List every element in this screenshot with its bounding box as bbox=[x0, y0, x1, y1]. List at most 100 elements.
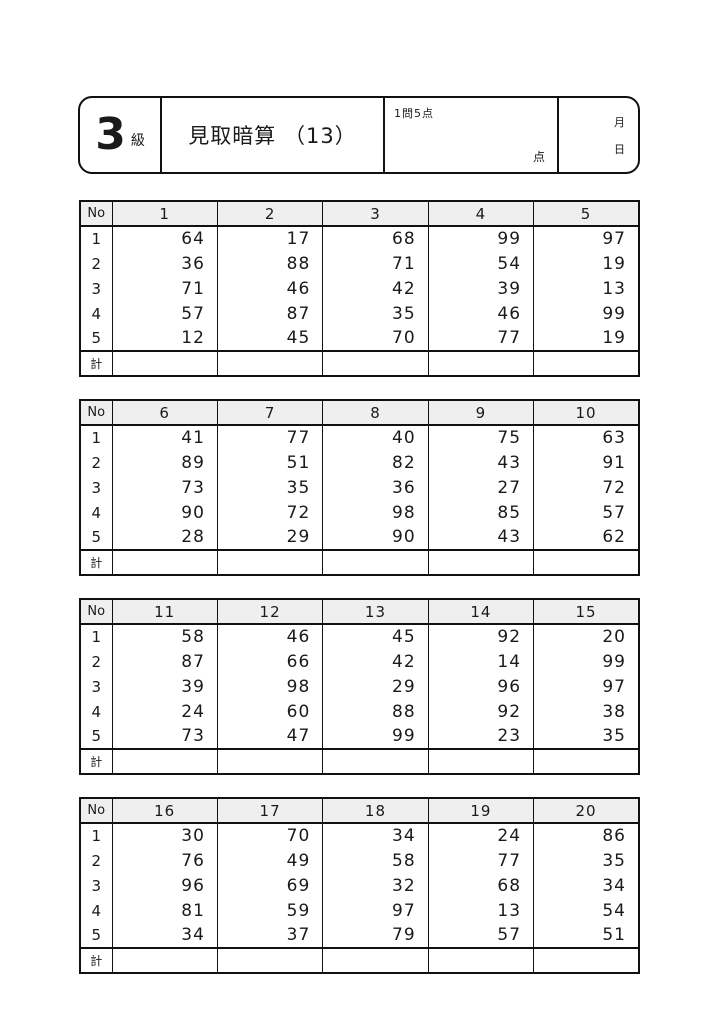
problem-value-cell: 73 bbox=[111, 724, 218, 749]
table-row: 2 87 66 42 14 99 bbox=[80, 649, 639, 674]
table-row: 5 12 45 70 77 19 bbox=[80, 326, 639, 351]
problem-value-cell: 54 bbox=[427, 251, 534, 276]
problem-value-cell: 54 bbox=[533, 898, 639, 923]
total-row: 計 bbox=[80, 549, 639, 575]
total-answer-cell bbox=[427, 748, 534, 774]
problem-value-cell: 58 bbox=[322, 848, 429, 873]
problem-value-cell: 39 bbox=[427, 276, 534, 301]
total-row-label: 計 bbox=[80, 549, 112, 575]
row-number-label: 1 bbox=[91, 827, 102, 845]
problem-column-header: 11 bbox=[111, 599, 218, 625]
problem-value-cell: 76 bbox=[111, 848, 218, 873]
no-column-header: No bbox=[80, 599, 112, 625]
problem-value-cell: 68 bbox=[427, 873, 534, 898]
problem-value-cell: 46 bbox=[216, 276, 323, 301]
problem-value-cell: 43 bbox=[427, 525, 534, 550]
problem-value-cell: 99 bbox=[427, 226, 534, 251]
row-number-label: 2 bbox=[91, 652, 102, 671]
total-answer-cell bbox=[216, 748, 323, 774]
problem-value-cell: 27 bbox=[427, 475, 534, 500]
problem-value-cell: 41 bbox=[111, 425, 218, 450]
problem-value-cell: 71 bbox=[111, 276, 218, 301]
table-row: 3 96 69 32 68 34 bbox=[80, 873, 639, 898]
problem-column-header: 5 bbox=[533, 201, 639, 227]
problem-table-1: No 1 2 3 4 5 1 64 17 68 99 97 2 36 88 71 54 19 3 71 46 42 39 13… bbox=[79, 200, 640, 377]
problem-value-cell: 75 bbox=[427, 425, 534, 450]
problem-value-cell: 19 bbox=[533, 326, 639, 351]
problem-value-cell: 19 bbox=[533, 251, 639, 276]
table-row: 5 34 37 79 57 51 bbox=[80, 923, 639, 948]
problem-value-cell: 46 bbox=[216, 624, 323, 649]
problem-value-cell: 98 bbox=[216, 674, 323, 699]
problem-tables: No 1 2 3 4 5 1 64 17 68 99 97 2 36 88 71 54 19 3 71 46 42 39 13… bbox=[79, 200, 640, 974]
problem-column-header: 3 bbox=[322, 201, 429, 227]
no-column-header: No bbox=[80, 400, 112, 426]
problem-value-cell: 91 bbox=[533, 450, 639, 475]
problem-value-cell: 35 bbox=[533, 848, 639, 873]
problem-value-cell: 29 bbox=[322, 674, 429, 699]
problem-value-cell: 34 bbox=[322, 823, 429, 848]
problem-value-cell: 29 bbox=[216, 525, 323, 550]
row-number-label: 5 bbox=[91, 727, 102, 745]
table-row: 2 89 51 82 43 91 bbox=[80, 450, 639, 475]
table-row: 5 73 47 99 23 35 bbox=[80, 724, 639, 749]
row-number-label: 4 bbox=[91, 702, 102, 721]
table-header-row: No 6 7 8 9 10 bbox=[80, 400, 639, 426]
problem-table-2: No 6 7 8 9 10 1 41 77 40 75 63 2 89 51 82 43 91 3 73 35 36 27 7… bbox=[79, 399, 640, 576]
problem-value-cell: 47 bbox=[216, 724, 323, 749]
total-answer-cell bbox=[427, 549, 534, 575]
problem-value-cell: 72 bbox=[533, 475, 639, 500]
total-answer-cell bbox=[533, 748, 639, 774]
problem-value-cell: 79 bbox=[322, 923, 429, 948]
problem-value-cell: 40 bbox=[322, 425, 429, 450]
problem-value-cell: 97 bbox=[322, 898, 429, 923]
problem-value-cell: 43 bbox=[427, 450, 534, 475]
grade-cell: 3 級 bbox=[80, 98, 162, 172]
problem-column-header: 15 bbox=[533, 599, 639, 625]
table-row: 4 90 72 98 85 57 bbox=[80, 500, 639, 525]
total-answer-cell bbox=[216, 350, 323, 376]
row-number-label: 1 bbox=[91, 628, 102, 646]
problem-value-cell: 14 bbox=[427, 649, 534, 674]
month-label: 月 bbox=[614, 115, 625, 129]
page-title: 見取暗算 （13） bbox=[188, 124, 357, 148]
problem-value-cell: 99 bbox=[322, 724, 429, 749]
total-answer-cell bbox=[111, 748, 218, 774]
problem-value-cell: 87 bbox=[111, 649, 218, 674]
problem-table-4: No 16 17 18 19 20 1 30 70 34 24 86 2 76 49 58 77 35 3 96 69 3… bbox=[79, 797, 640, 974]
row-number-label: 2 bbox=[91, 254, 102, 273]
problem-value-cell: 42 bbox=[322, 276, 429, 301]
problem-value-cell: 77 bbox=[427, 848, 534, 873]
row-number-label: 5 bbox=[91, 329, 102, 347]
table-row: 1 30 70 34 24 86 bbox=[80, 823, 639, 848]
total-answer-cell bbox=[533, 350, 639, 376]
problem-value-cell: 12 bbox=[111, 326, 218, 351]
problem-value-cell: 92 bbox=[427, 624, 534, 649]
problem-value-cell: 57 bbox=[427, 923, 534, 948]
row-number-label: 1 bbox=[91, 230, 102, 248]
points-per-question-note: 1問5点 bbox=[394, 107, 434, 120]
problem-value-cell: 38 bbox=[533, 699, 639, 724]
problem-value-cell: 71 bbox=[322, 251, 429, 276]
problem-value-cell: 63 bbox=[533, 425, 639, 450]
table-header-row: No 11 12 13 14 15 bbox=[80, 599, 639, 625]
problem-value-cell: 34 bbox=[111, 923, 218, 948]
grade-number: 3 bbox=[95, 109, 126, 160]
problem-value-cell: 92 bbox=[427, 699, 534, 724]
header-box: 3 級 見取暗算 （13） 1問5点 点 月 日 bbox=[78, 96, 640, 174]
table-row: 5 28 29 90 43 62 bbox=[80, 525, 639, 550]
problem-column-header: 17 bbox=[216, 798, 323, 824]
problem-value-cell: 97 bbox=[533, 226, 639, 251]
problem-value-cell: 86 bbox=[533, 823, 639, 848]
problem-value-cell: 36 bbox=[111, 251, 218, 276]
problem-value-cell: 87 bbox=[216, 301, 323, 326]
problem-value-cell: 97 bbox=[533, 674, 639, 699]
problem-column-header: 2 bbox=[216, 201, 323, 227]
total-row-label: 計 bbox=[80, 350, 112, 376]
row-number-label: 4 bbox=[91, 901, 102, 920]
problem-value-cell: 34 bbox=[533, 873, 639, 898]
problem-value-cell: 99 bbox=[533, 649, 639, 674]
problem-value-cell: 99 bbox=[533, 301, 639, 326]
problem-value-cell: 69 bbox=[216, 873, 323, 898]
